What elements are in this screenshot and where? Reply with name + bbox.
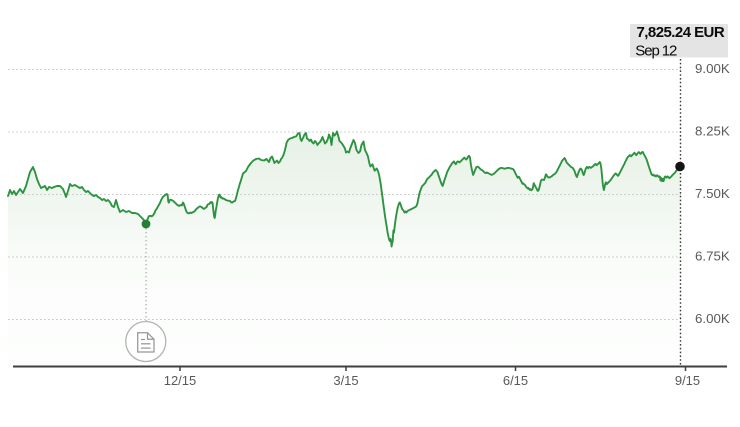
svg-text:6.75K: 6.75K bbox=[695, 248, 730, 263]
svg-text:3/15: 3/15 bbox=[333, 373, 358, 388]
svg-text:9.00K: 9.00K bbox=[695, 61, 730, 76]
svg-text:6/15: 6/15 bbox=[503, 373, 528, 388]
svg-text:8.25K: 8.25K bbox=[695, 123, 730, 138]
svg-text:7.50K: 7.50K bbox=[695, 186, 730, 201]
svg-text:Sep 12: Sep 12 bbox=[635, 43, 677, 60]
svg-text:9/15: 9/15 bbox=[675, 373, 700, 388]
svg-text:12/15: 12/15 bbox=[164, 373, 197, 388]
svg-text:6.00K: 6.00K bbox=[695, 311, 730, 326]
svg-text:7,825.24 EUR: 7,825.24 EUR bbox=[637, 24, 725, 41]
